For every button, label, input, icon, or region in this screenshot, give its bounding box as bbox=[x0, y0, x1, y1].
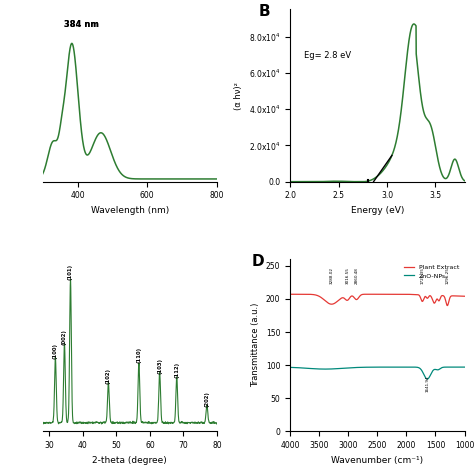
Plant Extract bbox=[287, 292, 293, 297]
Text: B: B bbox=[259, 4, 271, 19]
Text: 3016.55: 3016.55 bbox=[346, 267, 349, 284]
Text: 384 nm: 384 nm bbox=[64, 20, 99, 41]
Text: (112): (112) bbox=[174, 362, 179, 378]
Plant Extract bbox=[458, 293, 464, 299]
Plant Extract bbox=[307, 292, 313, 297]
ZnO-NPs bbox=[362, 365, 367, 370]
Plant Extract bbox=[354, 297, 360, 302]
X-axis label: 2-theta (degree): 2-theta (degree) bbox=[92, 456, 167, 465]
Text: 384 nm: 384 nm bbox=[64, 20, 99, 29]
Line: Plant Extract: Plant Extract bbox=[290, 294, 465, 306]
Text: 1726.35: 1726.35 bbox=[420, 267, 424, 284]
ZnO-NPs bbox=[461, 364, 467, 370]
Text: (103): (103) bbox=[157, 357, 162, 374]
ZnO-NPs bbox=[318, 366, 323, 372]
Plant Extract bbox=[318, 294, 323, 300]
ZnO-NPs bbox=[424, 376, 430, 382]
Text: 2860.48: 2860.48 bbox=[355, 267, 358, 284]
Text: (102): (102) bbox=[106, 367, 111, 383]
ZnO-NPs bbox=[439, 365, 445, 370]
Plant Extract bbox=[362, 292, 367, 297]
X-axis label: Wavenumber (cm⁻¹): Wavenumber (cm⁻¹) bbox=[331, 456, 423, 465]
Text: Eg= 2.8 eV: Eg= 2.8 eV bbox=[304, 51, 351, 60]
Plant Extract bbox=[387, 292, 392, 297]
Legend: Plant Extract, ZnO-NPs: Plant Extract, ZnO-NPs bbox=[401, 262, 461, 281]
Text: 3288.02: 3288.02 bbox=[329, 267, 334, 284]
Text: (101): (101) bbox=[68, 264, 73, 280]
X-axis label: Energy (eV): Energy (eV) bbox=[351, 206, 404, 215]
Plant Extract bbox=[439, 293, 445, 299]
Text: (110): (110) bbox=[137, 347, 141, 364]
Plant Extract bbox=[445, 303, 450, 309]
ZnO-NPs bbox=[354, 365, 360, 370]
Plant Extract bbox=[462, 293, 467, 299]
Text: (002): (002) bbox=[62, 329, 67, 345]
Text: D: D bbox=[252, 254, 264, 269]
ZnO-NPs bbox=[458, 364, 464, 370]
Text: (202): (202) bbox=[204, 391, 210, 407]
X-axis label: Wavelength (nm): Wavelength (nm) bbox=[91, 206, 169, 215]
Text: 1641.94: 1641.94 bbox=[425, 375, 429, 392]
Y-axis label: (α hν)²: (α hν)² bbox=[235, 82, 244, 109]
Line: ZnO-NPs: ZnO-NPs bbox=[290, 367, 465, 379]
Text: 1296.25: 1296.25 bbox=[445, 267, 449, 284]
Text: (100): (100) bbox=[53, 343, 58, 359]
ZnO-NPs bbox=[462, 364, 467, 370]
ZnO-NPs bbox=[287, 365, 293, 370]
Y-axis label: Transmittance (a.u.): Transmittance (a.u.) bbox=[251, 303, 260, 387]
ZnO-NPs bbox=[307, 365, 313, 371]
